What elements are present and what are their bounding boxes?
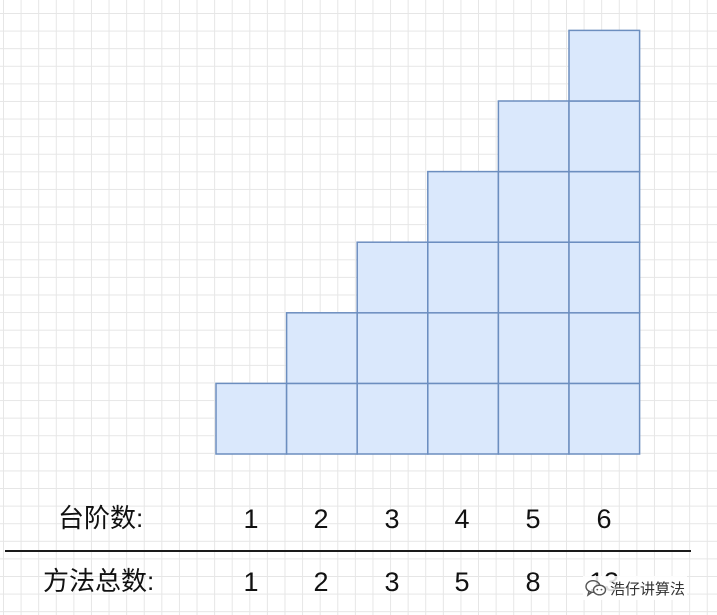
methods-value-1: 1 <box>243 567 259 597</box>
stair-block-col5-row5 <box>497 100 570 173</box>
stair-block-col4-row2 <box>427 312 500 385</box>
stair-block-col4-row4 <box>427 170 500 243</box>
stair-block-col4-row1 <box>427 382 500 455</box>
stair-block-col2-row2 <box>285 312 358 385</box>
stair-block-col3-row1 <box>356 382 429 455</box>
stair-block-col3-row2 <box>356 312 429 385</box>
steps-row-label: 台阶数: <box>58 503 144 533</box>
stair-block-col6-row6 <box>568 29 641 102</box>
stair-block-col6-row5 <box>568 100 641 173</box>
methods-value-3: 3 <box>384 567 400 597</box>
stair-block-col2-row1 <box>285 382 358 455</box>
steps-value-6: 6 <box>596 504 612 534</box>
steps-value-1: 1 <box>243 504 259 534</box>
staircase-diagram <box>215 29 641 455</box>
stair-block-col4-row3 <box>427 241 500 314</box>
steps-value-5: 5 <box>525 504 541 534</box>
steps-value-2: 2 <box>313 504 329 534</box>
stair-block-col1-row1 <box>215 382 288 455</box>
stair-block-col6-row2 <box>568 312 641 385</box>
stair-block-col6-row3 <box>568 241 641 314</box>
stair-block-col6-row4 <box>568 170 641 243</box>
stair-block-col6-row1 <box>568 382 641 455</box>
table-divider <box>5 550 691 552</box>
methods-row-label: 方法总数: <box>43 566 155 596</box>
watermark: 浩仔讲算法 <box>583 576 688 600</box>
steps-value-3: 3 <box>384 504 400 534</box>
methods-value-2: 2 <box>313 567 329 597</box>
stair-block-col5-row2 <box>497 312 570 385</box>
stair-block-col3-row3 <box>356 241 429 314</box>
stair-block-col5-row3 <box>497 241 570 314</box>
stair-block-col5-row4 <box>497 170 570 243</box>
stair-block-col5-row1 <box>497 382 570 455</box>
steps-value-4: 4 <box>454 504 470 534</box>
methods-value-5: 5 <box>454 567 470 597</box>
wechat-icon <box>585 579 607 597</box>
methods-value-8: 8 <box>525 567 541 597</box>
watermark-text: 浩仔讲算法 <box>610 579 686 598</box>
